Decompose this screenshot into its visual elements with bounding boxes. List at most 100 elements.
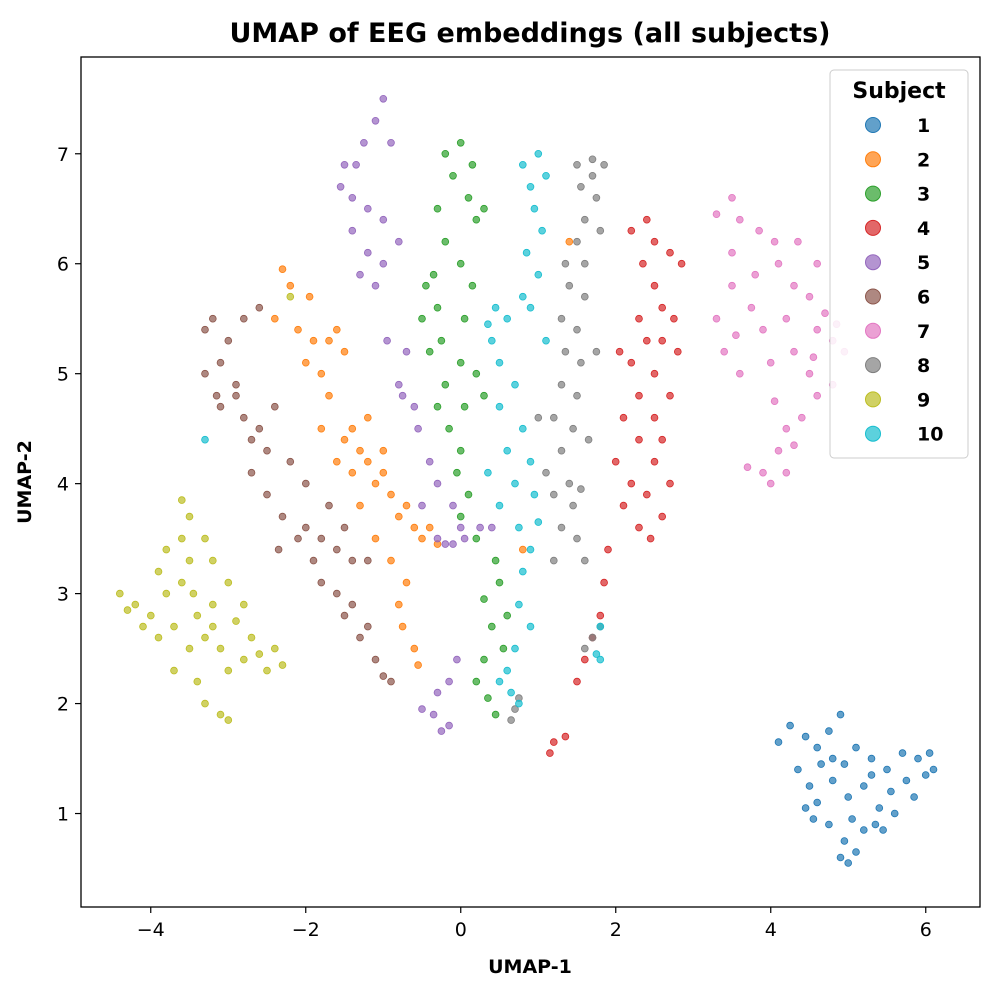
legend-item: 9 bbox=[865, 389, 930, 411]
data-point bbox=[484, 694, 492, 702]
data-point bbox=[635, 391, 643, 400]
data-point bbox=[387, 556, 395, 565]
data-point bbox=[549, 738, 558, 746]
data-point bbox=[193, 677, 202, 686]
legend-title: Subject bbox=[852, 79, 946, 104]
chart-title: UMAP of EEG embeddings (all subjects) bbox=[229, 18, 830, 49]
data-point bbox=[456, 446, 465, 455]
legend-label: 8 bbox=[917, 355, 930, 377]
data-point bbox=[658, 435, 666, 444]
data-point bbox=[468, 161, 477, 169]
data-point bbox=[480, 204, 488, 213]
y-tick-label: 4 bbox=[57, 474, 69, 496]
points-layer bbox=[116, 95, 938, 867]
data-point bbox=[278, 512, 287, 521]
data-point bbox=[573, 161, 581, 169]
data-point bbox=[611, 457, 620, 466]
data-point bbox=[828, 754, 837, 763]
data-point bbox=[642, 490, 651, 499]
legend-box bbox=[829, 69, 969, 459]
legend-label: 2 bbox=[917, 149, 930, 171]
data-point bbox=[201, 699, 209, 708]
data-point bbox=[728, 248, 736, 257]
data-point bbox=[154, 633, 163, 642]
data-point bbox=[600, 161, 608, 169]
data-point bbox=[274, 545, 283, 554]
data-point bbox=[286, 292, 295, 301]
data-point bbox=[433, 204, 442, 213]
x-tick-label: 2 bbox=[610, 919, 622, 941]
data-point bbox=[294, 325, 302, 334]
data-point bbox=[437, 727, 446, 735]
data-point bbox=[805, 782, 814, 790]
data-point bbox=[472, 369, 481, 378]
data-point bbox=[247, 633, 256, 642]
y-tick-label: 1 bbox=[57, 804, 69, 826]
data-point bbox=[910, 793, 918, 801]
data-point bbox=[813, 743, 821, 752]
data-point bbox=[286, 457, 295, 466]
data-point bbox=[503, 446, 512, 455]
data-point bbox=[751, 270, 759, 279]
data-point bbox=[441, 540, 450, 548]
data-point bbox=[209, 600, 217, 609]
data-point bbox=[178, 578, 186, 587]
data-point bbox=[472, 534, 481, 543]
data-point bbox=[402, 347, 411, 356]
data-point bbox=[453, 468, 461, 477]
data-point bbox=[255, 650, 264, 658]
y-tick-label: 2 bbox=[57, 694, 69, 716]
data-point bbox=[453, 655, 461, 664]
data-point bbox=[580, 259, 589, 268]
legend-marker bbox=[865, 391, 881, 408]
legend-items: 1 2 3 4 5 6 7 8 9 10 bbox=[865, 115, 943, 446]
data-point bbox=[561, 259, 570, 268]
x-tick-label: 4 bbox=[765, 919, 777, 941]
data-point bbox=[526, 545, 535, 554]
data-point bbox=[278, 265, 287, 274]
legend-marker bbox=[865, 254, 881, 271]
data-point bbox=[549, 490, 558, 499]
data-point bbox=[580, 215, 589, 224]
data-point bbox=[577, 183, 585, 191]
data-point bbox=[518, 161, 527, 169]
data-point bbox=[859, 826, 868, 834]
data-point bbox=[263, 446, 271, 455]
data-point bbox=[836, 710, 845, 719]
data-point bbox=[356, 270, 364, 279]
data-point bbox=[650, 413, 659, 422]
data-point bbox=[410, 402, 419, 411]
data-point bbox=[557, 380, 566, 389]
data-point bbox=[557, 314, 566, 323]
data-point bbox=[588, 155, 597, 164]
legend-label: 10 bbox=[917, 424, 943, 446]
data-point bbox=[201, 534, 209, 543]
data-point bbox=[813, 259, 821, 268]
data-point bbox=[348, 424, 357, 433]
data-point bbox=[511, 479, 519, 488]
data-point bbox=[627, 226, 636, 235]
legend-marker bbox=[865, 425, 881, 442]
data-point bbox=[445, 677, 453, 686]
data-point bbox=[449, 540, 457, 548]
series-10-points bbox=[201, 150, 605, 708]
data-point bbox=[809, 815, 818, 823]
data-point bbox=[456, 139, 465, 147]
data-point bbox=[433, 534, 442, 543]
data-point bbox=[379, 95, 388, 103]
x-tick-label: 6 bbox=[920, 919, 932, 941]
data-point bbox=[147, 611, 155, 620]
legend-marker bbox=[865, 117, 881, 133]
data-point bbox=[484, 320, 492, 329]
data-point bbox=[379, 259, 388, 268]
data-point bbox=[464, 194, 473, 202]
data-point bbox=[871, 820, 880, 829]
data-point bbox=[542, 336, 550, 345]
data-point bbox=[875, 804, 884, 812]
data-point bbox=[518, 567, 527, 576]
data-point bbox=[817, 760, 825, 768]
data-point bbox=[332, 545, 341, 554]
data-point bbox=[224, 578, 233, 587]
legend-marker bbox=[865, 322, 881, 339]
data-point bbox=[836, 853, 845, 862]
